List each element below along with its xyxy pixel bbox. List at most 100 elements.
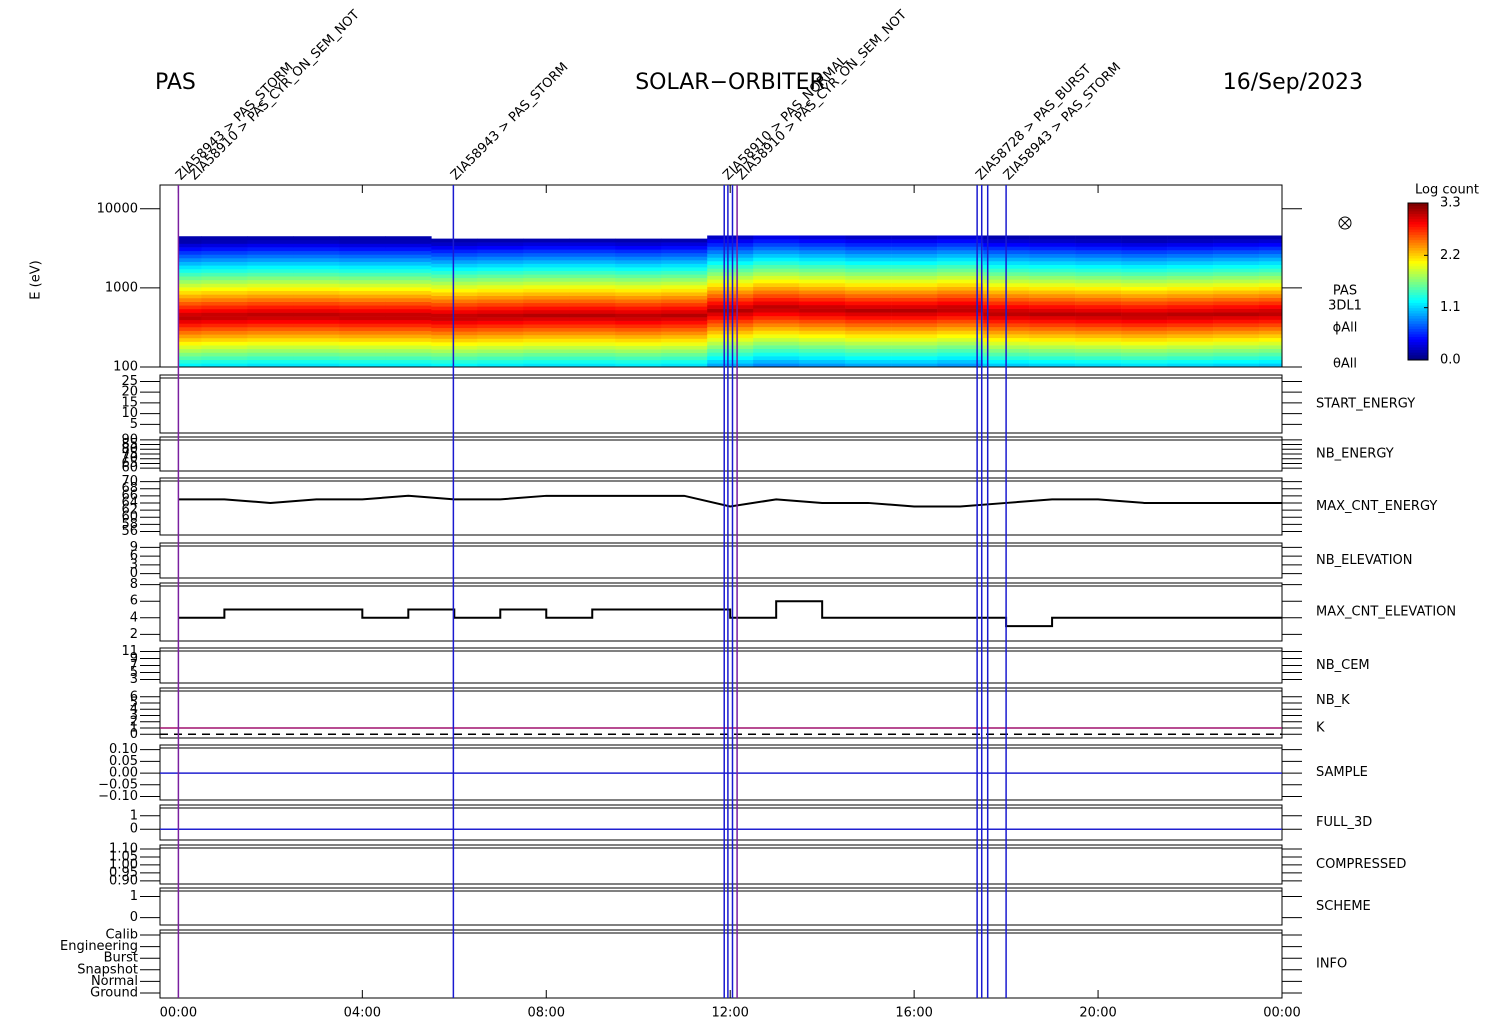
- spectrogram-cell: [1259, 242, 1283, 247]
- spectrogram-cell: [1259, 250, 1283, 255]
- colorbar-tick-label: 1.1: [1440, 300, 1461, 315]
- spectrogram-cell: [247, 308, 294, 313]
- spectrogram-cell: [385, 301, 432, 306]
- spectrogram-cell: [178, 316, 202, 321]
- spectrogram-cell: [569, 260, 616, 264]
- spectrogram-cell: [477, 292, 524, 296]
- panel-frame: [159, 929, 1283, 999]
- spectrogram-cell: [799, 356, 846, 360]
- spectrogram-cell: [1029, 253, 1076, 258]
- spectrogram-cell: [477, 299, 524, 304]
- spectrogram-cell: [1029, 239, 1076, 244]
- spectrogram-cell: [615, 359, 662, 364]
- spectrogram-cell: [293, 287, 340, 292]
- spectrogram-cell: [937, 261, 984, 266]
- y-tick-label: 0.05: [109, 754, 138, 769]
- y-tick-label: 1.05: [109, 849, 138, 864]
- spectrogram-cell: [201, 250, 248, 255]
- spectrogram-cell: [178, 294, 202, 299]
- colorbar-step: [1408, 349, 1428, 353]
- spectrogram-cell: [569, 281, 616, 286]
- spectrogram-cell: [753, 337, 800, 342]
- spectrogram-cell: [1029, 286, 1076, 291]
- colorbar-step: [1408, 247, 1428, 251]
- spectrogram-cell: [615, 263, 662, 268]
- spectrogram-cell: [753, 312, 800, 317]
- spectrogram-cell: [753, 242, 800, 247]
- spectrogram-cell: [178, 359, 202, 364]
- spectrogram-cell: [799, 323, 846, 328]
- colorbar-step: [1408, 307, 1428, 311]
- panel-label: COMPRESSED: [1316, 857, 1406, 872]
- panel-label: MAX_CNT_ENERGY: [1316, 499, 1437, 514]
- spectrogram-cell: [201, 352, 248, 357]
- spectrogram-cell: [1029, 257, 1076, 262]
- spectrogram-cell: [523, 245, 570, 250]
- spectrogram-cell: [891, 250, 938, 255]
- spectrogram-cell: [477, 281, 524, 286]
- spectrogram-cell: [385, 265, 432, 270]
- spectrogram-cell: [201, 261, 248, 266]
- spectrogram-cell: [247, 352, 294, 357]
- spectrogram-cell: [753, 334, 800, 339]
- data-line: [178, 494, 1282, 508]
- spectrogram-cell: [569, 327, 616, 332]
- spectrogram-cell: [845, 297, 892, 302]
- colorbar-step: [1408, 255, 1428, 259]
- spectrogram-cell: [293, 334, 340, 339]
- spectrogram-cell: [1167, 345, 1214, 350]
- spectrogram-cell: [431, 299, 478, 304]
- spectrogram-cell: [1167, 337, 1214, 342]
- spectrogram-cell: [937, 341, 984, 346]
- spectrogram-cell: [615, 352, 662, 357]
- spectrogram-cell: [477, 284, 524, 289]
- spectrogram-cell: [477, 352, 524, 357]
- spectrogram-cell: [845, 261, 892, 266]
- spectrogram-cell: [891, 359, 938, 364]
- spectrogram-cell: [339, 323, 386, 328]
- spectrogram-cell: [799, 239, 846, 244]
- spectrogram-cell: [753, 359, 800, 364]
- spectrogram-cell: [937, 282, 984, 287]
- spectrogram-cell: [891, 282, 938, 287]
- spectrogram-cell: [1075, 319, 1122, 324]
- spectrogram-cell: [293, 348, 340, 353]
- spectrogram-cell: [247, 297, 294, 302]
- spectrogram-cell: [569, 356, 616, 361]
- spectrogram-cell: [431, 256, 478, 261]
- colorbar-step: [1408, 281, 1428, 285]
- spectrogram-cell: [799, 345, 846, 350]
- spectrogram-cell: [1259, 337, 1283, 342]
- spectrogram-cell: [937, 297, 984, 302]
- spectrogram-cell: [178, 312, 202, 317]
- spectrogram-cell: [1213, 356, 1260, 360]
- spectrogram-cell: [201, 337, 248, 342]
- spectrogram-cell: [937, 345, 984, 350]
- spectrogram-cell: [385, 283, 432, 288]
- spectrogram-cell: [1213, 323, 1260, 328]
- spectrogram-cell: [845, 264, 892, 269]
- spectrogram-cell: [339, 297, 386, 302]
- spectrogram-cell: [1075, 330, 1122, 335]
- spectrogram-cell: [1029, 356, 1076, 360]
- spectrogram-cell: [523, 334, 570, 339]
- colorbar-step: [1408, 312, 1428, 317]
- spectrogram-cell: [661, 270, 708, 275]
- spectrogram-cell: [1259, 312, 1283, 317]
- spectrogram-cell: [293, 254, 340, 259]
- spectrogram-cell: [845, 235, 892, 240]
- spectrogram-cell: [201, 348, 248, 353]
- spectrogram-cell: [523, 284, 570, 289]
- spectrogram-cell: [799, 352, 846, 357]
- spectrogram-cell: [937, 330, 984, 335]
- spectrogram-cell: [247, 359, 294, 364]
- spectrogram-cell: [523, 306, 570, 311]
- spectrogram-cell: [1029, 315, 1076, 320]
- y-tick-label: 15: [121, 395, 138, 410]
- spectrogram-cell: [293, 323, 340, 328]
- spectrogram-cell: [891, 348, 938, 353]
- colorbar-step: [1408, 346, 1428, 351]
- spectrogram-cell: [1259, 239, 1283, 244]
- spectrogram-cell: [891, 345, 938, 350]
- spectrogram-cell: [523, 345, 570, 350]
